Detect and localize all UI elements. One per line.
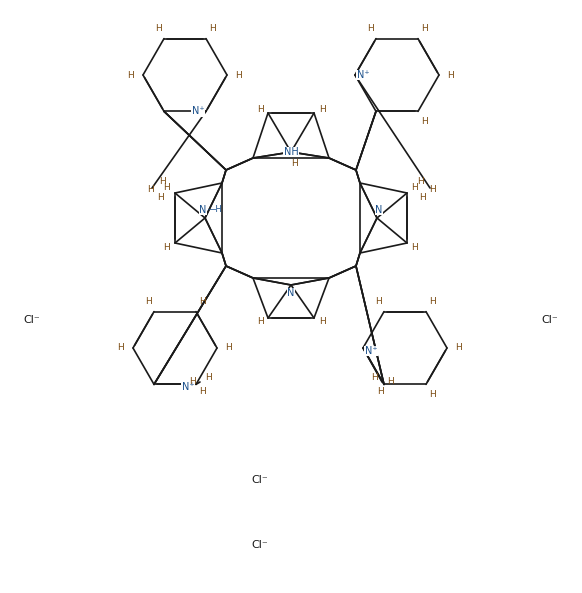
Text: Cl⁻: Cl⁻ bbox=[251, 540, 268, 550]
Text: H: H bbox=[208, 24, 215, 33]
Text: NH: NH bbox=[283, 147, 299, 157]
Text: H: H bbox=[428, 296, 435, 306]
Text: N⁺: N⁺ bbox=[191, 106, 204, 116]
Text: H: H bbox=[411, 183, 418, 193]
Text: H: H bbox=[448, 71, 455, 79]
Text: H: H bbox=[127, 71, 134, 79]
Text: H: H bbox=[418, 193, 425, 202]
Text: H: H bbox=[198, 387, 205, 397]
Text: H: H bbox=[375, 296, 381, 306]
Text: H: H bbox=[417, 177, 423, 186]
Text: H: H bbox=[257, 317, 264, 326]
Text: N⁺: N⁺ bbox=[182, 382, 194, 393]
Text: Cl⁻: Cl⁻ bbox=[542, 315, 558, 325]
Text: H: H bbox=[367, 24, 374, 33]
Text: H: H bbox=[157, 193, 164, 202]
Text: H: H bbox=[236, 71, 242, 79]
Text: H: H bbox=[371, 372, 377, 381]
Text: H: H bbox=[189, 378, 196, 387]
Text: H: H bbox=[411, 244, 418, 253]
Text: N: N bbox=[199, 205, 207, 215]
Text: H: H bbox=[456, 343, 462, 352]
Text: Cl⁻: Cl⁻ bbox=[24, 315, 40, 325]
Text: H: H bbox=[164, 183, 171, 193]
Text: H: H bbox=[292, 158, 299, 167]
Text: N⁺: N⁺ bbox=[365, 346, 377, 356]
Text: H: H bbox=[318, 317, 325, 326]
Text: H: H bbox=[164, 244, 171, 253]
Text: N: N bbox=[288, 288, 294, 298]
Text: H: H bbox=[421, 24, 427, 33]
Text: N⁺: N⁺ bbox=[357, 70, 370, 80]
Text: H: H bbox=[118, 343, 125, 352]
Text: H: H bbox=[428, 186, 435, 195]
Text: H: H bbox=[318, 106, 325, 114]
Text: N: N bbox=[375, 205, 383, 215]
Text: H: H bbox=[386, 378, 393, 387]
Text: Cl⁻: Cl⁻ bbox=[251, 475, 268, 485]
Text: H: H bbox=[428, 390, 435, 399]
Text: H: H bbox=[205, 372, 211, 381]
Text: H: H bbox=[377, 387, 384, 397]
Text: H: H bbox=[144, 296, 151, 306]
Text: H: H bbox=[198, 296, 205, 306]
Text: H: H bbox=[226, 343, 232, 352]
Text: H: H bbox=[421, 117, 427, 126]
Text: —H: —H bbox=[208, 206, 222, 215]
Text: H: H bbox=[155, 24, 161, 33]
Text: H: H bbox=[159, 177, 165, 186]
Text: H: H bbox=[147, 186, 154, 195]
Text: H: H bbox=[257, 106, 264, 114]
